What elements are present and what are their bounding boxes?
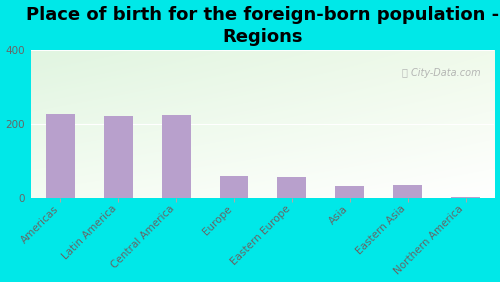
Bar bbox=[278, 177, 306, 198]
Bar bbox=[451, 197, 480, 198]
Bar bbox=[393, 185, 422, 198]
Bar bbox=[104, 116, 132, 198]
Bar bbox=[336, 186, 364, 198]
Text: ⓘ City-Data.com: ⓘ City-Data.com bbox=[402, 68, 480, 78]
Bar bbox=[162, 115, 190, 198]
Bar bbox=[46, 114, 75, 198]
Bar bbox=[220, 176, 248, 198]
Title: Place of birth for the foreign-born population -
Regions: Place of birth for the foreign-born popu… bbox=[26, 6, 500, 46]
